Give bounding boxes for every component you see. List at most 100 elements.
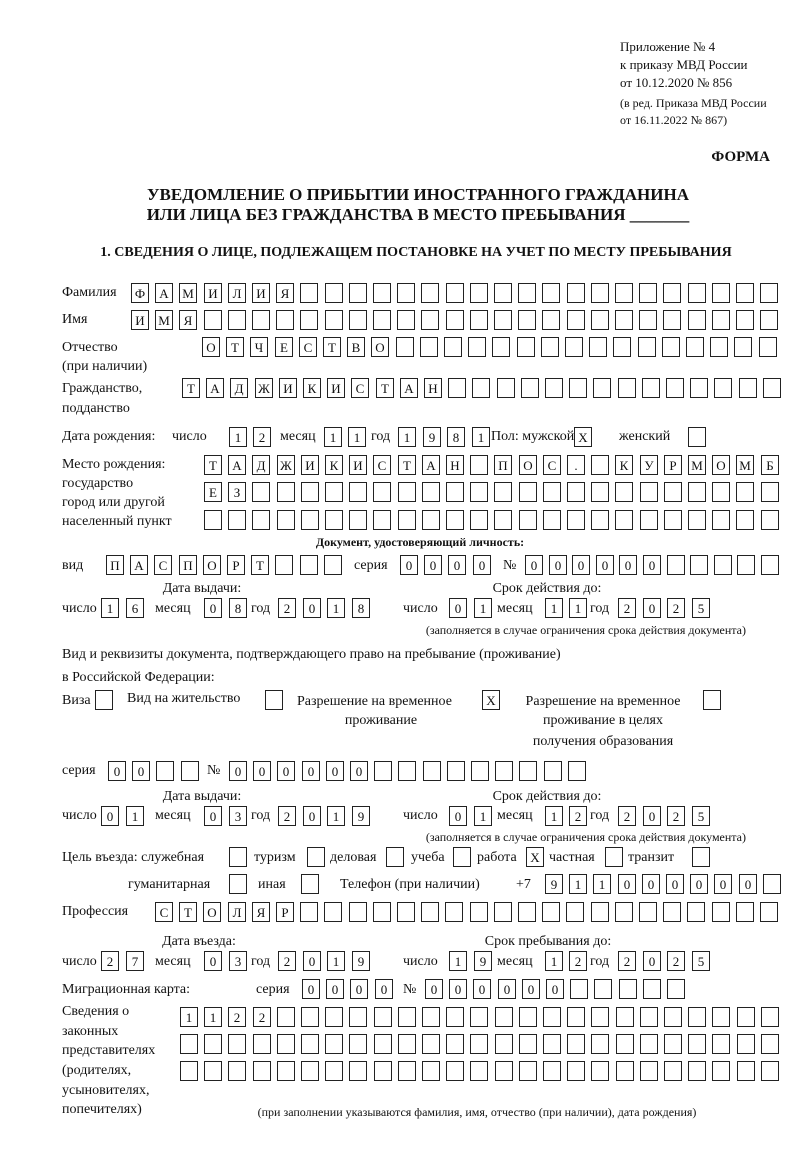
patronymic-cell[interactable] [710,337,728,357]
mc-number-cell[interactable]: 0 [425,979,443,999]
phone-cell[interactable]: 0 [714,874,732,894]
doc-number-cell[interactable]: 0 [525,555,543,575]
mc-number-cell[interactable]: 0 [522,979,540,999]
name-cell[interactable] [373,310,391,330]
doc-number-cell[interactable]: 0 [619,555,637,575]
reps-1-cell[interactable] [325,1007,343,1027]
profession-cell[interactable] [470,902,488,922]
stay-number-cell[interactable] [374,761,392,781]
stay-number-cell[interactable]: 0 [302,761,320,781]
reps-1-cell[interactable] [277,1007,295,1027]
reps-3-cell[interactable] [204,1061,222,1081]
birth-place-3-cell[interactable] [615,510,633,530]
reps-1-cell[interactable]: 1 [180,1007,198,1027]
reps-2-cell[interactable] [374,1034,392,1054]
stay-valid-month-cell[interactable]: 1 [545,806,563,826]
patronymic-cell[interactable]: Ч [250,337,268,357]
profession-cell[interactable] [494,902,512,922]
mc-number-cell[interactable] [570,979,588,999]
reps-2-cell[interactable] [761,1034,779,1054]
birth-place-2-cell[interactable] [567,482,585,502]
profession-cell[interactable]: Т [179,902,197,922]
reps-3-cell[interactable] [688,1061,706,1081]
stay-valid-year-cell[interactable]: 2 [667,806,685,826]
purpose-transit-checkbox[interactable] [692,847,710,867]
stay-number-cell[interactable] [495,761,513,781]
name-cell[interactable] [228,310,246,330]
birth-place-3-cell[interactable] [325,510,343,530]
doc-valid-day-cell[interactable]: 0 [449,598,467,618]
surname-cell[interactable]: М [179,283,197,303]
doc-valid-day-cell[interactable]: 1 [474,598,492,618]
doc-valid-month-cell[interactable]: 1 [545,598,563,618]
reps-3-cell[interactable] [737,1061,755,1081]
stay-valid-year-cell[interactable]: 0 [643,806,661,826]
surname-cell[interactable] [663,283,681,303]
reps-1-cell[interactable] [591,1007,609,1027]
name-cell[interactable] [397,310,415,330]
reps-3-cell[interactable] [470,1061,488,1081]
surname-cell[interactable] [349,283,367,303]
stay-issue-year-cell[interactable]: 2 [278,806,296,826]
stay-issue-year-cell[interactable]: 1 [327,806,345,826]
reps-1-cell[interactable] [495,1007,513,1027]
stay-until-year-cell[interactable]: 2 [618,951,636,971]
reps-1-cell[interactable] [712,1007,730,1027]
profession-cell[interactable] [760,902,778,922]
phone-cell[interactable]: 0 [739,874,757,894]
birth-place-2-cell[interactable] [736,482,754,502]
birth-place-1-cell[interactable]: А [228,455,246,475]
birth-place-1-cell[interactable]: Р [664,455,682,475]
birth-place-1-cell[interactable]: Т [204,455,222,475]
birth-place-3-cell[interactable] [543,510,561,530]
patronymic-cell[interactable]: С [299,337,317,357]
reps-2-cell[interactable] [470,1034,488,1054]
birth-place-1-cell[interactable]: Ж [277,455,295,475]
mc-number-cell[interactable]: 0 [546,979,564,999]
reps-2-cell[interactable] [398,1034,416,1054]
profession-cell[interactable] [324,902,342,922]
reps-3-cell[interactable] [398,1061,416,1081]
sex-male-checkbox[interactable]: X [574,427,592,447]
reps-1-cell[interactable] [567,1007,585,1027]
stay-issue-day-cell[interactable]: 0 [101,806,119,826]
birth-place-3-cell[interactable] [761,510,779,530]
birth-place-2-cell[interactable] [640,482,658,502]
profession-cell[interactable] [421,902,439,922]
name-cell[interactable] [591,310,609,330]
entry-month-cell[interactable]: 3 [229,951,247,971]
birth-place-3-cell[interactable] [373,510,391,530]
citizenship-cell[interactable] [472,378,490,398]
birth-place-3-cell[interactable] [640,510,658,530]
citizenship-cell[interactable]: И [279,378,297,398]
entry-day-cell[interactable]: 7 [126,951,144,971]
patronymic-cell[interactable] [444,337,462,357]
reps-2-cell[interactable] [543,1034,561,1054]
birth-place-2-cell[interactable] [252,482,270,502]
stay-until-month-cell[interactable]: 2 [569,951,587,971]
birth-place-1-cell[interactable]: У [640,455,658,475]
citizenship-cell[interactable] [593,378,611,398]
reps-3-cell[interactable] [616,1061,634,1081]
patronymic-cell[interactable] [565,337,583,357]
reps-3-cell[interactable] [495,1061,513,1081]
reps-3-cell[interactable] [519,1061,537,1081]
surname-cell[interactable] [373,283,391,303]
stay-valid-month-cell[interactable]: 2 [569,806,587,826]
phone-cell[interactable]: 0 [666,874,684,894]
stay-number-cell[interactable]: 0 [253,761,271,781]
stay-issue-year-cell[interactable]: 0 [303,806,321,826]
doc-number-cell[interactable] [761,555,779,575]
reps-1-cell[interactable] [519,1007,537,1027]
citizenship-cell[interactable] [618,378,636,398]
stay-until-day-cell[interactable]: 1 [449,951,467,971]
patronymic-cell[interactable] [686,337,704,357]
stay-until-year-cell[interactable]: 0 [643,951,661,971]
doc-number-cell[interactable]: 0 [549,555,567,575]
phone-cell[interactable]: 0 [642,874,660,894]
citizenship-cell[interactable] [545,378,563,398]
patronymic-cell[interactable]: Е [275,337,293,357]
doc-series-cell[interactable]: 0 [400,555,418,575]
doc-number-cell[interactable] [737,555,755,575]
name-cell[interactable] [325,310,343,330]
